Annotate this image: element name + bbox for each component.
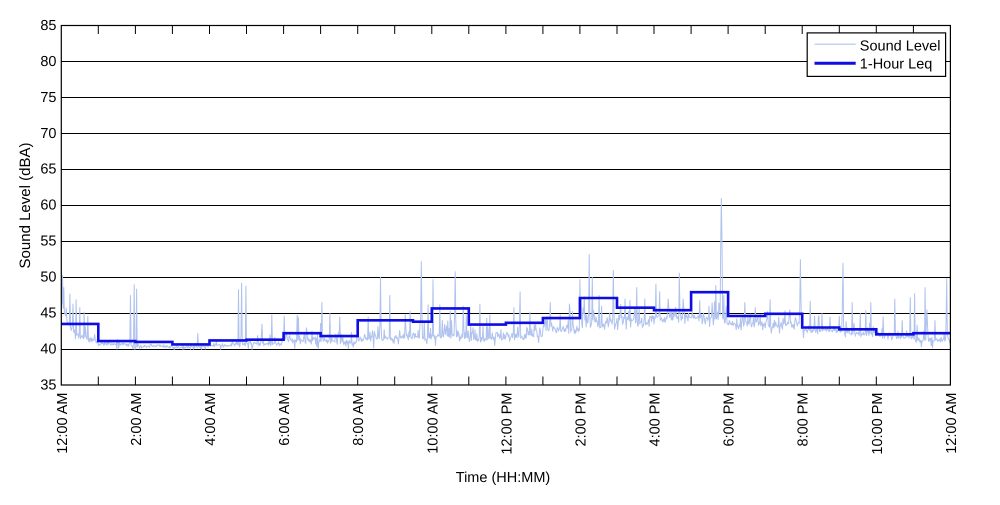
svg-text:60: 60 — [40, 198, 56, 214]
svg-text:8:00 AM: 8:00 AM — [351, 393, 367, 446]
svg-text:65: 65 — [40, 162, 56, 178]
svg-text:12:00 PM: 12:00 PM — [499, 393, 515, 455]
svg-text:6:00 AM: 6:00 AM — [277, 393, 293, 446]
svg-text:2:00 PM: 2:00 PM — [573, 393, 589, 447]
svg-text:10:00 PM: 10:00 PM — [870, 393, 886, 455]
svg-text:1-Hour Leq: 1-Hour Leq — [860, 56, 933, 72]
svg-text:4:00 PM: 4:00 PM — [648, 393, 664, 447]
svg-text:Sound Level: Sound Level — [860, 38, 941, 54]
svg-text:80: 80 — [40, 54, 56, 70]
svg-text:Time (HH:MM): Time (HH:MM) — [456, 470, 551, 486]
svg-text:10:00 AM: 10:00 AM — [425, 393, 441, 454]
svg-text:45: 45 — [40, 306, 56, 322]
svg-text:6:00 PM: 6:00 PM — [722, 393, 738, 447]
svg-text:70: 70 — [40, 126, 56, 142]
svg-text:50: 50 — [40, 270, 56, 286]
svg-text:8:00 PM: 8:00 PM — [796, 393, 812, 447]
svg-text:35: 35 — [40, 377, 56, 393]
svg-text:Sound Level (dBA): Sound Level (dBA) — [17, 143, 34, 269]
svg-text:2:00 AM: 2:00 AM — [129, 393, 145, 446]
svg-text:75: 75 — [40, 90, 56, 106]
svg-text:4:00 AM: 4:00 AM — [203, 393, 219, 446]
svg-text:55: 55 — [40, 234, 56, 250]
svg-text:40: 40 — [40, 341, 56, 357]
svg-text:85: 85 — [40, 18, 56, 34]
svg-text:12:00 AM: 12:00 AM — [944, 393, 960, 454]
svg-text:12:00 AM: 12:00 AM — [55, 393, 71, 454]
